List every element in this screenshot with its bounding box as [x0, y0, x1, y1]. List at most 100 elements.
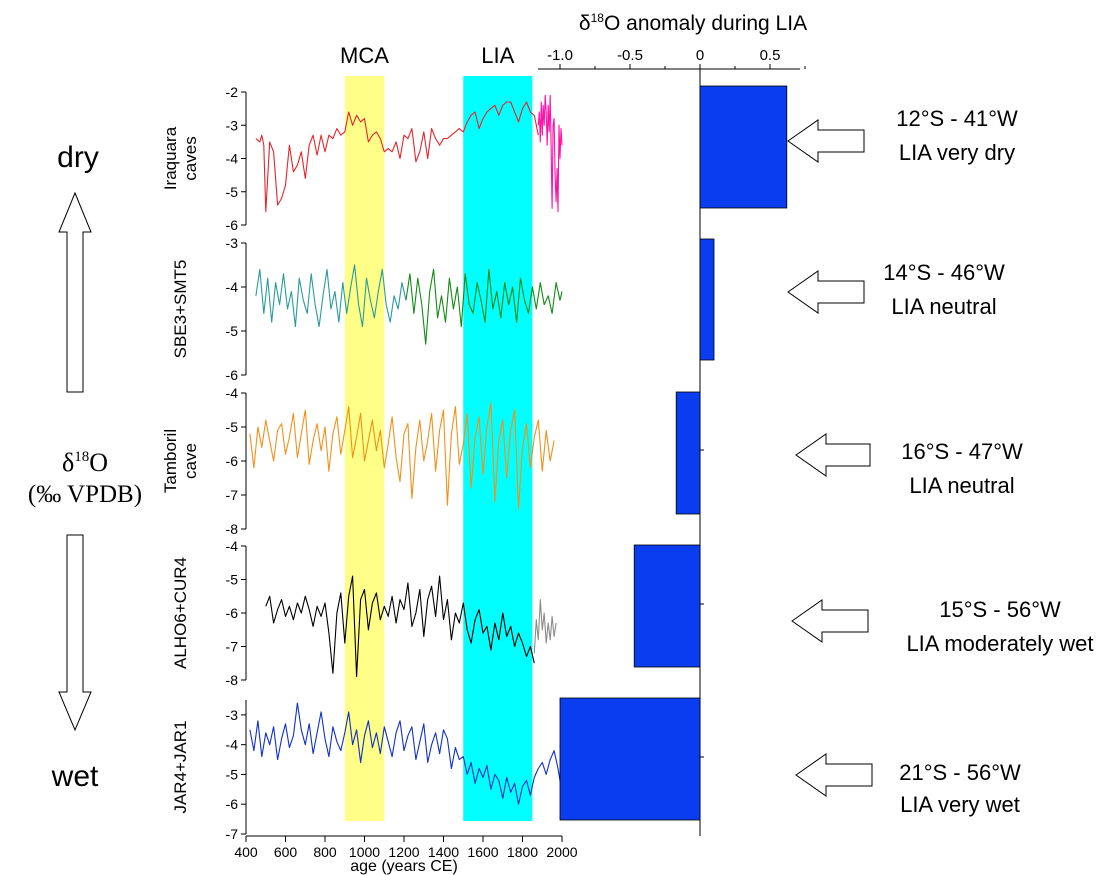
timeseries-chart: MCA LIA -2 -3 -4 -5 -6 Iraquara caves -3 -4 -5 -6 SBE… [161, 43, 578, 875]
anomaly-bar-chart: δ18O anomaly during LIA -1.0 -0.5 0 0.5 [538, 11, 807, 836]
y-tick-label: -3 [226, 707, 239, 723]
y-tick-label: -5 [226, 184, 239, 200]
y-tick-label: -7 [226, 487, 239, 503]
y-tick-label: -4 [226, 279, 239, 295]
panel-iraquara-caves: -2 -3 -4 -5 -6 Iraquara caves [161, 84, 563, 233]
y-tick-label: -6 [226, 217, 239, 233]
x-axis: 400 600 800 1000 1200 1400 1600 1800 2000 age (ye… [234, 835, 578, 875]
series-label: ALHO6+CUR4 [171, 557, 190, 669]
y-tick-label: -6 [226, 796, 239, 812]
x-tick-label: 1200 [388, 844, 419, 860]
dry-label: dry [57, 141, 99, 174]
y-tick-label: -5 [226, 419, 239, 435]
site-status: LIA very wet [900, 792, 1020, 817]
site-coords: 14°S - 46°W [883, 260, 1005, 285]
y-tick-label: -3 [226, 235, 239, 251]
series-line [265, 575, 535, 678]
arrow-down-icon [58, 534, 92, 732]
panel-jar4-jar1: -3 -4 -5 -6 -7 JAR4+JAR1 [171, 700, 563, 842]
arrow-left-icon [795, 433, 871, 477]
series-line [249, 402, 555, 510]
panel-tamboril-cave: -4 -5 -6 -7 -8 Tamboril cave [161, 385, 555, 537]
site-status: LIA very dry [899, 140, 1015, 165]
bar-x-tick-label: 0.5 [760, 47, 781, 64]
site-annotation: 15°S - 56°W LIA moderately wet [791, 597, 1094, 656]
y-tick-label: -5 [226, 572, 239, 588]
y-tick-label: -4 [226, 385, 239, 401]
y-tick-label: -8 [226, 521, 239, 537]
site-coords: 16°S - 47°W [901, 439, 1023, 464]
arrow-left-icon [791, 599, 869, 643]
wet-label: wet [51, 760, 99, 793]
arrow-up-icon [58, 191, 92, 393]
y-tick-label: -6 [226, 367, 239, 383]
anomaly-bar [675, 391, 701, 515]
series-line [255, 101, 539, 213]
delta-o18-axis-label: δ18O [62, 448, 108, 477]
left-panel: dry wet δ18O (‰ VPDB) [28, 141, 142, 793]
y-tick-label: -6 [226, 453, 239, 469]
site-annotation: 12°S - 41°W LIA very dry [787, 106, 1018, 165]
x-tick-label: 600 [274, 844, 298, 860]
x-axis-title: age (years CE) [350, 858, 458, 875]
arrow-left-icon [787, 270, 865, 314]
y-tick-label: -6 [226, 605, 239, 621]
anomaly-bar [699, 85, 788, 209]
series-line [255, 264, 407, 328]
x-tick-label: 1600 [467, 844, 498, 860]
series-label: Tamboril [161, 429, 180, 493]
y-tick-label: -4 [226, 151, 239, 167]
bar-x-tick-label: -1.0 [547, 47, 573, 64]
anomaly-bar [633, 544, 701, 668]
arrow-left-icon [795, 753, 873, 797]
period-label-mca: MCA [340, 43, 389, 68]
vpdb-unit-label: (‰ VPDB) [28, 481, 142, 508]
series-label: SBE3+SMT5 [171, 260, 190, 359]
y-tick-label: -5 [226, 323, 239, 339]
series-label: cave [181, 443, 200, 479]
y-tick-label: -7 [226, 826, 239, 842]
bar-x-tick-label: 0 [696, 47, 704, 64]
period-band-mca [344, 76, 385, 821]
y-tick-label: -4 [226, 538, 239, 554]
x-tick-label: 1400 [428, 844, 459, 860]
site-coords: 21°S - 56°W [899, 760, 1021, 785]
y-tick-label: -7 [226, 639, 239, 655]
anomaly-bar [699, 238, 715, 361]
series-line [405, 268, 563, 345]
panel-sbe3-smt5: -3 -4 -5 -6 SBE3+SMT5 [171, 235, 563, 383]
y-tick-label: -4 [226, 737, 239, 753]
arrow-left-icon [787, 119, 865, 163]
series-label: caves [181, 136, 200, 180]
site-annotation: 16°S - 47°W LIA neutral [795, 433, 1023, 498]
site-annotations: 12°S - 41°W LIA very dry 14°S - 46°W LIA ne… [787, 106, 1094, 817]
site-status: LIA moderately wet [906, 631, 1093, 656]
x-tick-label: 1800 [507, 844, 538, 860]
site-coords: 12°S - 41°W [896, 106, 1018, 131]
bar-chart-title: δ18O anomaly during LIA [579, 11, 807, 35]
series-label: Iraquara [161, 126, 180, 190]
period-label-lia: LIA [481, 43, 514, 68]
series-line [537, 94, 563, 213]
y-tick-label: -5 [226, 766, 239, 782]
x-tick-label: 800 [313, 844, 337, 860]
x-tick-label: 1000 [349, 844, 380, 860]
site-status: LIA neutral [909, 473, 1014, 498]
y-tick-label: -2 [226, 84, 239, 100]
y-tick-label: -3 [226, 117, 239, 133]
panel-alho6-cur4: -4 -5 -6 -7 -8 ALHO6+CUR4 [171, 538, 557, 688]
anomaly-bar [559, 697, 701, 821]
y-tick-label: -8 [226, 672, 239, 688]
bar-x-tick-label: -0.5 [617, 47, 643, 64]
site-status: LIA neutral [891, 294, 996, 319]
series-line [249, 702, 563, 805]
site-coords: 15°S - 56°W [939, 597, 1061, 622]
x-tick-label: 400 [234, 844, 258, 860]
series-line [533, 599, 557, 654]
series-label: JAR4+JAR1 [171, 720, 190, 813]
site-annotation: 14°S - 46°W LIA neutral [787, 260, 1005, 319]
x-tick-label: 2000 [546, 844, 577, 860]
site-annotation: 21°S - 56°W LIA very wet [795, 753, 1021, 817]
